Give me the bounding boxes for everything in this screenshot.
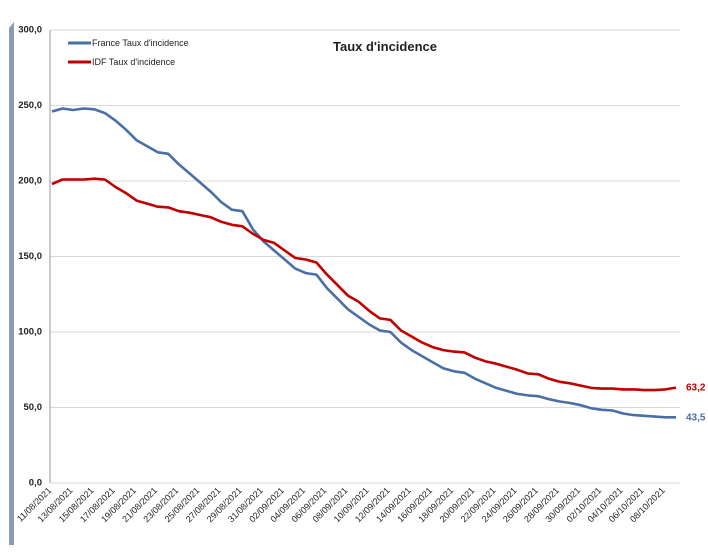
y-tick-label: 300,0 [18, 25, 42, 36]
y-tick-label: 100,0 [18, 327, 42, 338]
legend-label: France Taux d'incidence [92, 38, 189, 48]
y-tick-label: 250,0 [18, 100, 42, 111]
y-tick-label: 0,0 [29, 478, 42, 489]
data-label: 43,5 [686, 412, 706, 423]
series-line [51, 107, 676, 419]
y-tick-label: 150,0 [18, 251, 42, 262]
chart-title: Taux d'incidence [333, 39, 437, 54]
data-label: 63,2 [686, 383, 706, 394]
legend-label: IDF Taux d'incidence [92, 57, 175, 67]
y-tick-label: 200,0 [18, 176, 42, 187]
y-tick-label: 50,0 [24, 402, 43, 413]
edge-artifact [9, 22, 14, 545]
series-line [51, 177, 677, 392]
